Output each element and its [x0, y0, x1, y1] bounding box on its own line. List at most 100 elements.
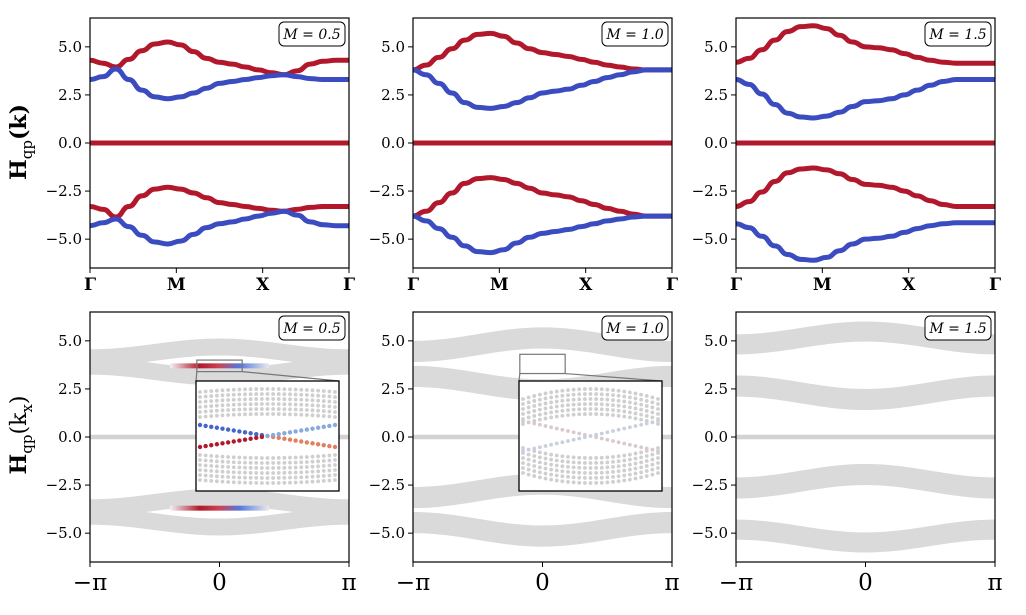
band-line-5: [413, 213, 672, 256]
top-ylabel-main: H: [6, 159, 32, 180]
inset-dot: [656, 461, 660, 465]
inset-dot: [549, 472, 554, 477]
inset-dot: [237, 480, 242, 485]
inset-dot: [616, 413, 621, 418]
inset-dot: [231, 387, 236, 392]
inset-edge-dot: [231, 428, 236, 433]
flat-band: [736, 434, 995, 440]
y-tick-label: −5.0: [692, 230, 728, 248]
inset-dot: [599, 480, 604, 485]
inset-dot: [271, 412, 276, 416]
inset-dot: [543, 476, 548, 481]
inset-dot: [605, 397, 610, 402]
inset-dot: [271, 387, 276, 391]
band-line-4: [413, 175, 672, 219]
band-line-4: [90, 184, 349, 220]
inset-dot: [543, 411, 548, 416]
inset-dot: [304, 413, 309, 417]
inset-dot: [316, 393, 321, 398]
inset-dot: [627, 452, 632, 457]
inset-dot: [549, 415, 554, 420]
inset-dot: [220, 464, 225, 469]
inset-dot: [214, 459, 219, 464]
inset-dot: [656, 471, 660, 475]
inset-dot: [299, 412, 304, 417]
inset-dot: [220, 388, 225, 393]
inset-dot: [214, 413, 219, 418]
inset-dot: [316, 464, 321, 469]
inset-dot: [622, 389, 627, 394]
inset-dot: [259, 407, 264, 411]
inset-dot: [231, 402, 236, 407]
inset-crossing-dot: [599, 431, 604, 436]
inset-dot: [316, 479, 321, 484]
inset-dot: [226, 460, 231, 464]
inset-dot: [271, 407, 276, 411]
inset-dot: [526, 395, 531, 400]
y-tick-label: −2.5: [369, 476, 405, 494]
inset-crossing-dot: [644, 421, 649, 426]
bottom-ylabel-main: H: [6, 454, 32, 475]
inset-dot: [310, 454, 315, 459]
inset-dot: [526, 472, 531, 477]
inset-crossing-dot: [577, 436, 582, 441]
inset-dot: [293, 397, 298, 402]
inset-dot: [321, 414, 326, 418]
inset-connector-right: [565, 372, 663, 382]
inset-dot: [599, 407, 604, 412]
mass-label-text: M = 1.5: [928, 27, 986, 43]
inset-dot: [650, 395, 655, 400]
inset-crossing-dot: [594, 432, 599, 437]
inset-dot: [203, 473, 208, 478]
inset-dot: [198, 410, 202, 414]
inset-dot: [611, 413, 615, 418]
inset-dot: [316, 474, 321, 479]
inset-dot: [611, 408, 615, 413]
inset-edge-dot: [299, 428, 304, 433]
inset-crossing-dot: [599, 436, 604, 441]
inset-crossing-dot: [627, 425, 632, 430]
inset-dot: [214, 393, 219, 398]
inset-dot: [616, 464, 621, 469]
inset-dot: [554, 453, 559, 458]
inset-crossing-dot: [605, 430, 610, 435]
inset-dot: [198, 468, 202, 472]
inset-dot: [220, 403, 225, 408]
inset-crossing-dot: [611, 429, 615, 433]
inset-crossing-dot: [521, 449, 525, 453]
inset-crossing-dot: [566, 439, 570, 443]
inset-dot: [582, 476, 587, 480]
inset-dot: [627, 477, 632, 482]
plot-area: [90, 39, 349, 247]
inset-dot: [644, 394, 649, 398]
inset-crossing-dot: [571, 437, 576, 442]
inset-dot: [276, 412, 281, 416]
inset-dot: [554, 399, 559, 404]
inset-dot: [571, 392, 576, 397]
inset-dot: [639, 397, 644, 402]
inset-dot: [243, 470, 247, 475]
inset-dot: [594, 466, 599, 470]
inset-dot: [537, 455, 542, 460]
inset-edge-dot: [237, 429, 242, 434]
inset-dot: [526, 410, 531, 415]
inset-dot: [616, 479, 621, 484]
inset-dot: [566, 459, 570, 464]
inset-dot: [321, 454, 326, 458]
inset-dot: [599, 402, 604, 407]
inset-dot: [594, 407, 599, 411]
ribbon-band-4: [736, 463, 995, 499]
inset-dot: [560, 454, 565, 459]
inset-dot: [605, 465, 610, 470]
inset-dot: [265, 392, 270, 396]
inset-dot: [226, 403, 231, 407]
inset-dot: [627, 472, 632, 477]
inset-dot: [532, 464, 537, 468]
inset-dot: [226, 475, 231, 479]
inset-edge-dot: [197, 422, 203, 428]
inset-crossing-dot: [537, 422, 542, 427]
band-line-1: [736, 23, 995, 66]
inset-dot: [243, 387, 247, 392]
inset-dot: [554, 473, 559, 478]
inset-dot: [321, 479, 326, 483]
